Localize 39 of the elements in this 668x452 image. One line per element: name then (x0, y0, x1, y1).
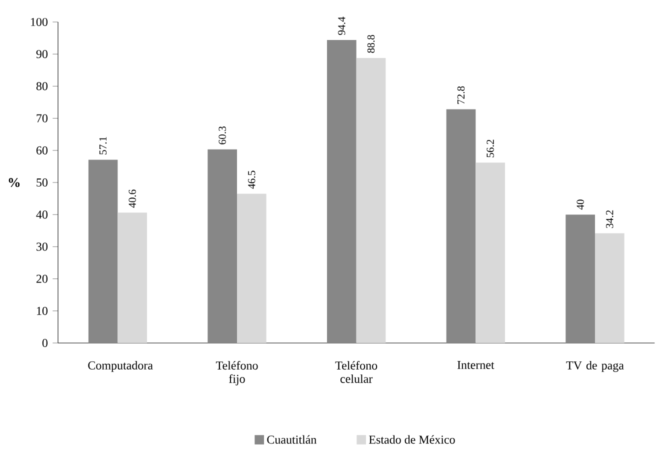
y-tick-label: 40 (36, 210, 48, 219)
bar (118, 212, 148, 343)
bar (566, 214, 595, 343)
y-tick-label: 30 (36, 242, 48, 251)
bar (594, 233, 624, 343)
legend-label: Cuautitlán (267, 435, 316, 444)
data-label: 72.8 (457, 86, 465, 104)
bar (356, 58, 386, 343)
x-tick-label: Computadora (88, 361, 153, 372)
bar (476, 162, 505, 343)
y-tick-label: 0 (42, 338, 48, 348)
bar (208, 149, 237, 343)
y-tick-label: 10 (37, 306, 48, 315)
data-label: 94.4 (338, 16, 346, 35)
x-tick-label: Teléfono fijo (216, 361, 258, 386)
x-tick-label: Internet (457, 361, 494, 370)
y-tick-label: 70 (36, 114, 48, 122)
bar (327, 40, 356, 343)
data-label: 46.5 (248, 170, 256, 189)
data-label: 88.8 (367, 34, 375, 53)
data-label: 40 (576, 200, 584, 210)
y-tick-label: 20 (36, 274, 48, 283)
x-tick-label: Teléfono celular (335, 361, 378, 383)
y-tick-label: 90 (36, 50, 48, 58)
y-tick-label: 50 (36, 178, 48, 187)
data-label: 57.1 (99, 136, 107, 154)
data-label: 60.3 (218, 126, 226, 144)
data-label: 34.2 (606, 210, 614, 228)
bar (237, 194, 266, 343)
data-label: 56.2 (486, 140, 494, 158)
bar (88, 160, 118, 343)
y-tick-label: 100 (31, 18, 48, 26)
y-tick-label: 60 (36, 146, 48, 154)
bar (446, 109, 476, 343)
y-axis-title: % (8, 178, 20, 188)
data-label: 40.6 (128, 190, 136, 208)
legend-label: Estado de México (369, 435, 455, 444)
y-tick-label: 80 (36, 82, 48, 90)
x-tick-label: TV de paga (566, 361, 624, 372)
